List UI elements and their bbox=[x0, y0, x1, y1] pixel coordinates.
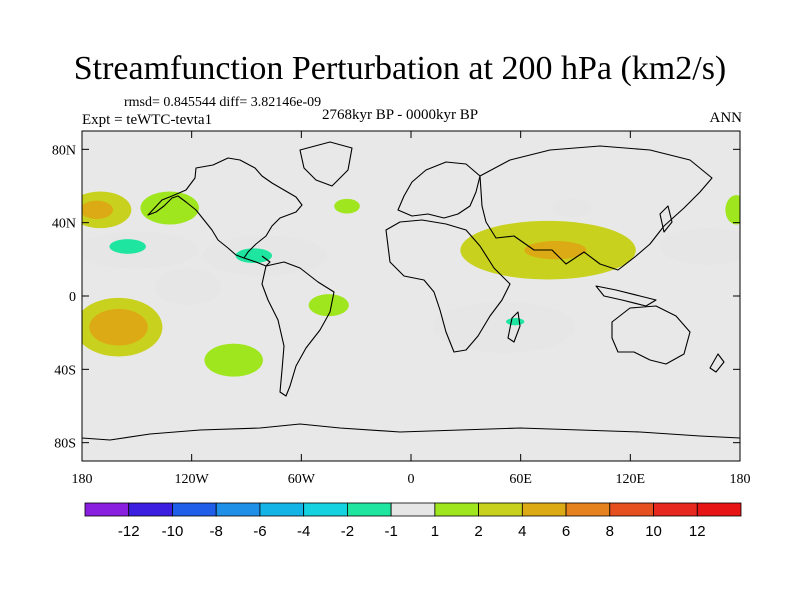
period-label: 2768kyr BP - 0000kyr BP bbox=[322, 107, 479, 123]
anomaly-central-asia-negative bbox=[551, 198, 592, 218]
colorbar-swatch bbox=[390, 502, 436, 517]
anomaly-north-atlantic-positive bbox=[334, 198, 360, 214]
new-zealand-outline bbox=[709, 353, 725, 373]
colorbar-label: 10 bbox=[645, 523, 662, 540]
australia-outline bbox=[611, 305, 691, 365]
y-tick-label: 40S bbox=[54, 363, 76, 378]
colorbar-swatch bbox=[696, 502, 742, 517]
colorbar-label: 2 bbox=[474, 523, 482, 540]
colorbar-label: -1 bbox=[384, 523, 397, 540]
africa-outline bbox=[385, 219, 511, 353]
anomaly-subtropical-pacific-negative-core bbox=[109, 239, 146, 254]
stats-label: rmsd= 0.845544 diff= 3.82146e-09 bbox=[124, 95, 322, 110]
x-tick-label: 60W bbox=[288, 472, 316, 487]
madagascar-outline bbox=[507, 311, 521, 343]
x-tick-label: 60E bbox=[509, 472, 532, 487]
y-tick-label: 80S bbox=[54, 437, 76, 452]
colorbar-label: -10 bbox=[162, 523, 184, 540]
colorbar-swatch bbox=[84, 502, 130, 517]
asia-outline bbox=[479, 145, 713, 271]
colorbar-label: 1 bbox=[431, 523, 439, 540]
colorbar-swatch bbox=[653, 502, 698, 517]
x-tick-label: 120W bbox=[175, 472, 210, 487]
colorbar-swatch bbox=[172, 502, 217, 517]
antarctica-outline bbox=[82, 423, 740, 441]
anomaly-indian-ocean-negative-core bbox=[506, 318, 525, 326]
europe-outline bbox=[397, 161, 481, 219]
x-tick-label: 120E bbox=[616, 472, 646, 487]
colorbar-swatch bbox=[215, 502, 261, 517]
anomaly-indian-ocean-negative bbox=[432, 301, 576, 353]
colorbar-label: -8 bbox=[210, 523, 223, 540]
anomaly-north-pacific-west-negative bbox=[659, 228, 740, 265]
anomaly-south-pacific-positive-core bbox=[89, 308, 148, 346]
coastlines bbox=[82, 141, 740, 441]
japan-outline bbox=[659, 205, 673, 233]
y-tick-label: 40N bbox=[52, 217, 76, 232]
colorbar-swatch bbox=[303, 502, 348, 517]
experiment-label: Expt = teWTC-tevta1 bbox=[82, 112, 213, 128]
greenland-outline bbox=[299, 141, 353, 187]
anomaly-north-pacific-west-positive bbox=[725, 195, 740, 225]
south-america-outline bbox=[261, 261, 335, 397]
colorbar-label: -12 bbox=[118, 523, 140, 540]
colorbar-label: 8 bbox=[606, 523, 614, 540]
colorbar-swatch bbox=[609, 502, 654, 517]
y-tick-label: 80N bbox=[52, 143, 76, 158]
colorbar-label: -4 bbox=[297, 523, 310, 540]
anomaly-north-pacific-east-core bbox=[82, 200, 114, 219]
anomaly-caribbean-negative-core bbox=[235, 248, 273, 263]
colorbar-swatch bbox=[565, 502, 611, 517]
y-tick-label: 0 bbox=[69, 290, 76, 305]
x-tick-label: 0 bbox=[408, 472, 415, 487]
colorbar-swatch bbox=[521, 502, 567, 517]
indonesia-outline bbox=[595, 285, 657, 307]
colorbar-swatch bbox=[434, 502, 480, 517]
chart-title: Streamfunction Perturbation at 200 hPa (… bbox=[73, 50, 727, 87]
colorbar-label: 6 bbox=[562, 523, 570, 540]
colorbar-swatch bbox=[346, 502, 392, 517]
anomaly-south-asia-positive-core bbox=[524, 241, 587, 260]
colorbar-label: -2 bbox=[341, 523, 354, 540]
anomaly-east-pacific-equatorial-negative bbox=[155, 268, 221, 306]
anomaly-north-america-positive bbox=[140, 191, 199, 225]
colorbar-label: 12 bbox=[689, 523, 706, 540]
x-tick-label: 180 bbox=[730, 472, 751, 487]
colorbar-label: 4 bbox=[518, 523, 526, 540]
colorbar-swatch bbox=[259, 502, 305, 517]
north-america-outline bbox=[147, 157, 303, 259]
season-label: ANN bbox=[709, 110, 743, 126]
x-tick-label: 180 bbox=[72, 472, 93, 487]
anomaly-south-atlantic-positive bbox=[204, 343, 263, 377]
colorbar-swatch bbox=[128, 502, 173, 517]
anomaly-south-america-positive bbox=[308, 294, 349, 317]
colorbar-label: -6 bbox=[253, 523, 266, 540]
colorbar-swatch bbox=[478, 502, 523, 517]
